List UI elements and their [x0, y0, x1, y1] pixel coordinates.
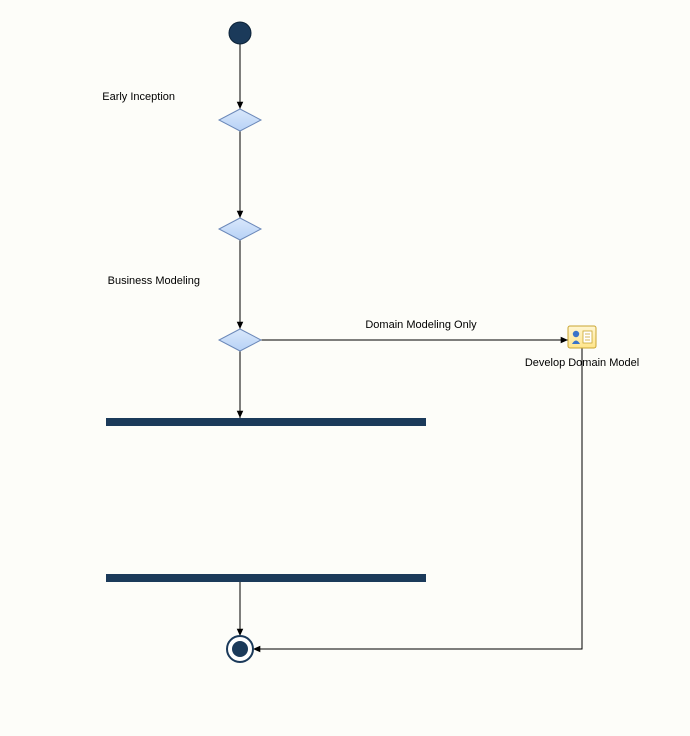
activity-diagram: Early Inception Business Modeling Domain M… — [0, 0, 690, 736]
edge-e7 — [253, 348, 582, 649]
label-early-inception: Early Inception — [102, 91, 175, 103]
decision-d2 — [219, 218, 261, 240]
arrowhead-e3 — [237, 322, 244, 329]
label-business-modeling: Business Modeling — [108, 275, 200, 287]
label-develop-domain-model: Develop Domain Model — [525, 357, 639, 369]
decision-d3 — [219, 329, 261, 351]
sync-bar2 — [106, 574, 426, 582]
decision-d1 — [219, 109, 261, 131]
task-develop-domain-model — [568, 326, 596, 348]
arrowhead-e6 — [237, 629, 244, 636]
arrowhead-e5 — [561, 337, 568, 344]
arrowhead-e2 — [237, 211, 244, 218]
sync-bar1 — [106, 418, 426, 426]
arrowhead-e1 — [237, 102, 244, 109]
label-domain-modeling-only: Domain Modeling Only — [365, 319, 477, 331]
initial-node — [229, 22, 251, 44]
arrowhead-e7 — [253, 646, 260, 653]
final-node-dot — [232, 641, 248, 657]
arrowhead-e4 — [237, 411, 244, 418]
